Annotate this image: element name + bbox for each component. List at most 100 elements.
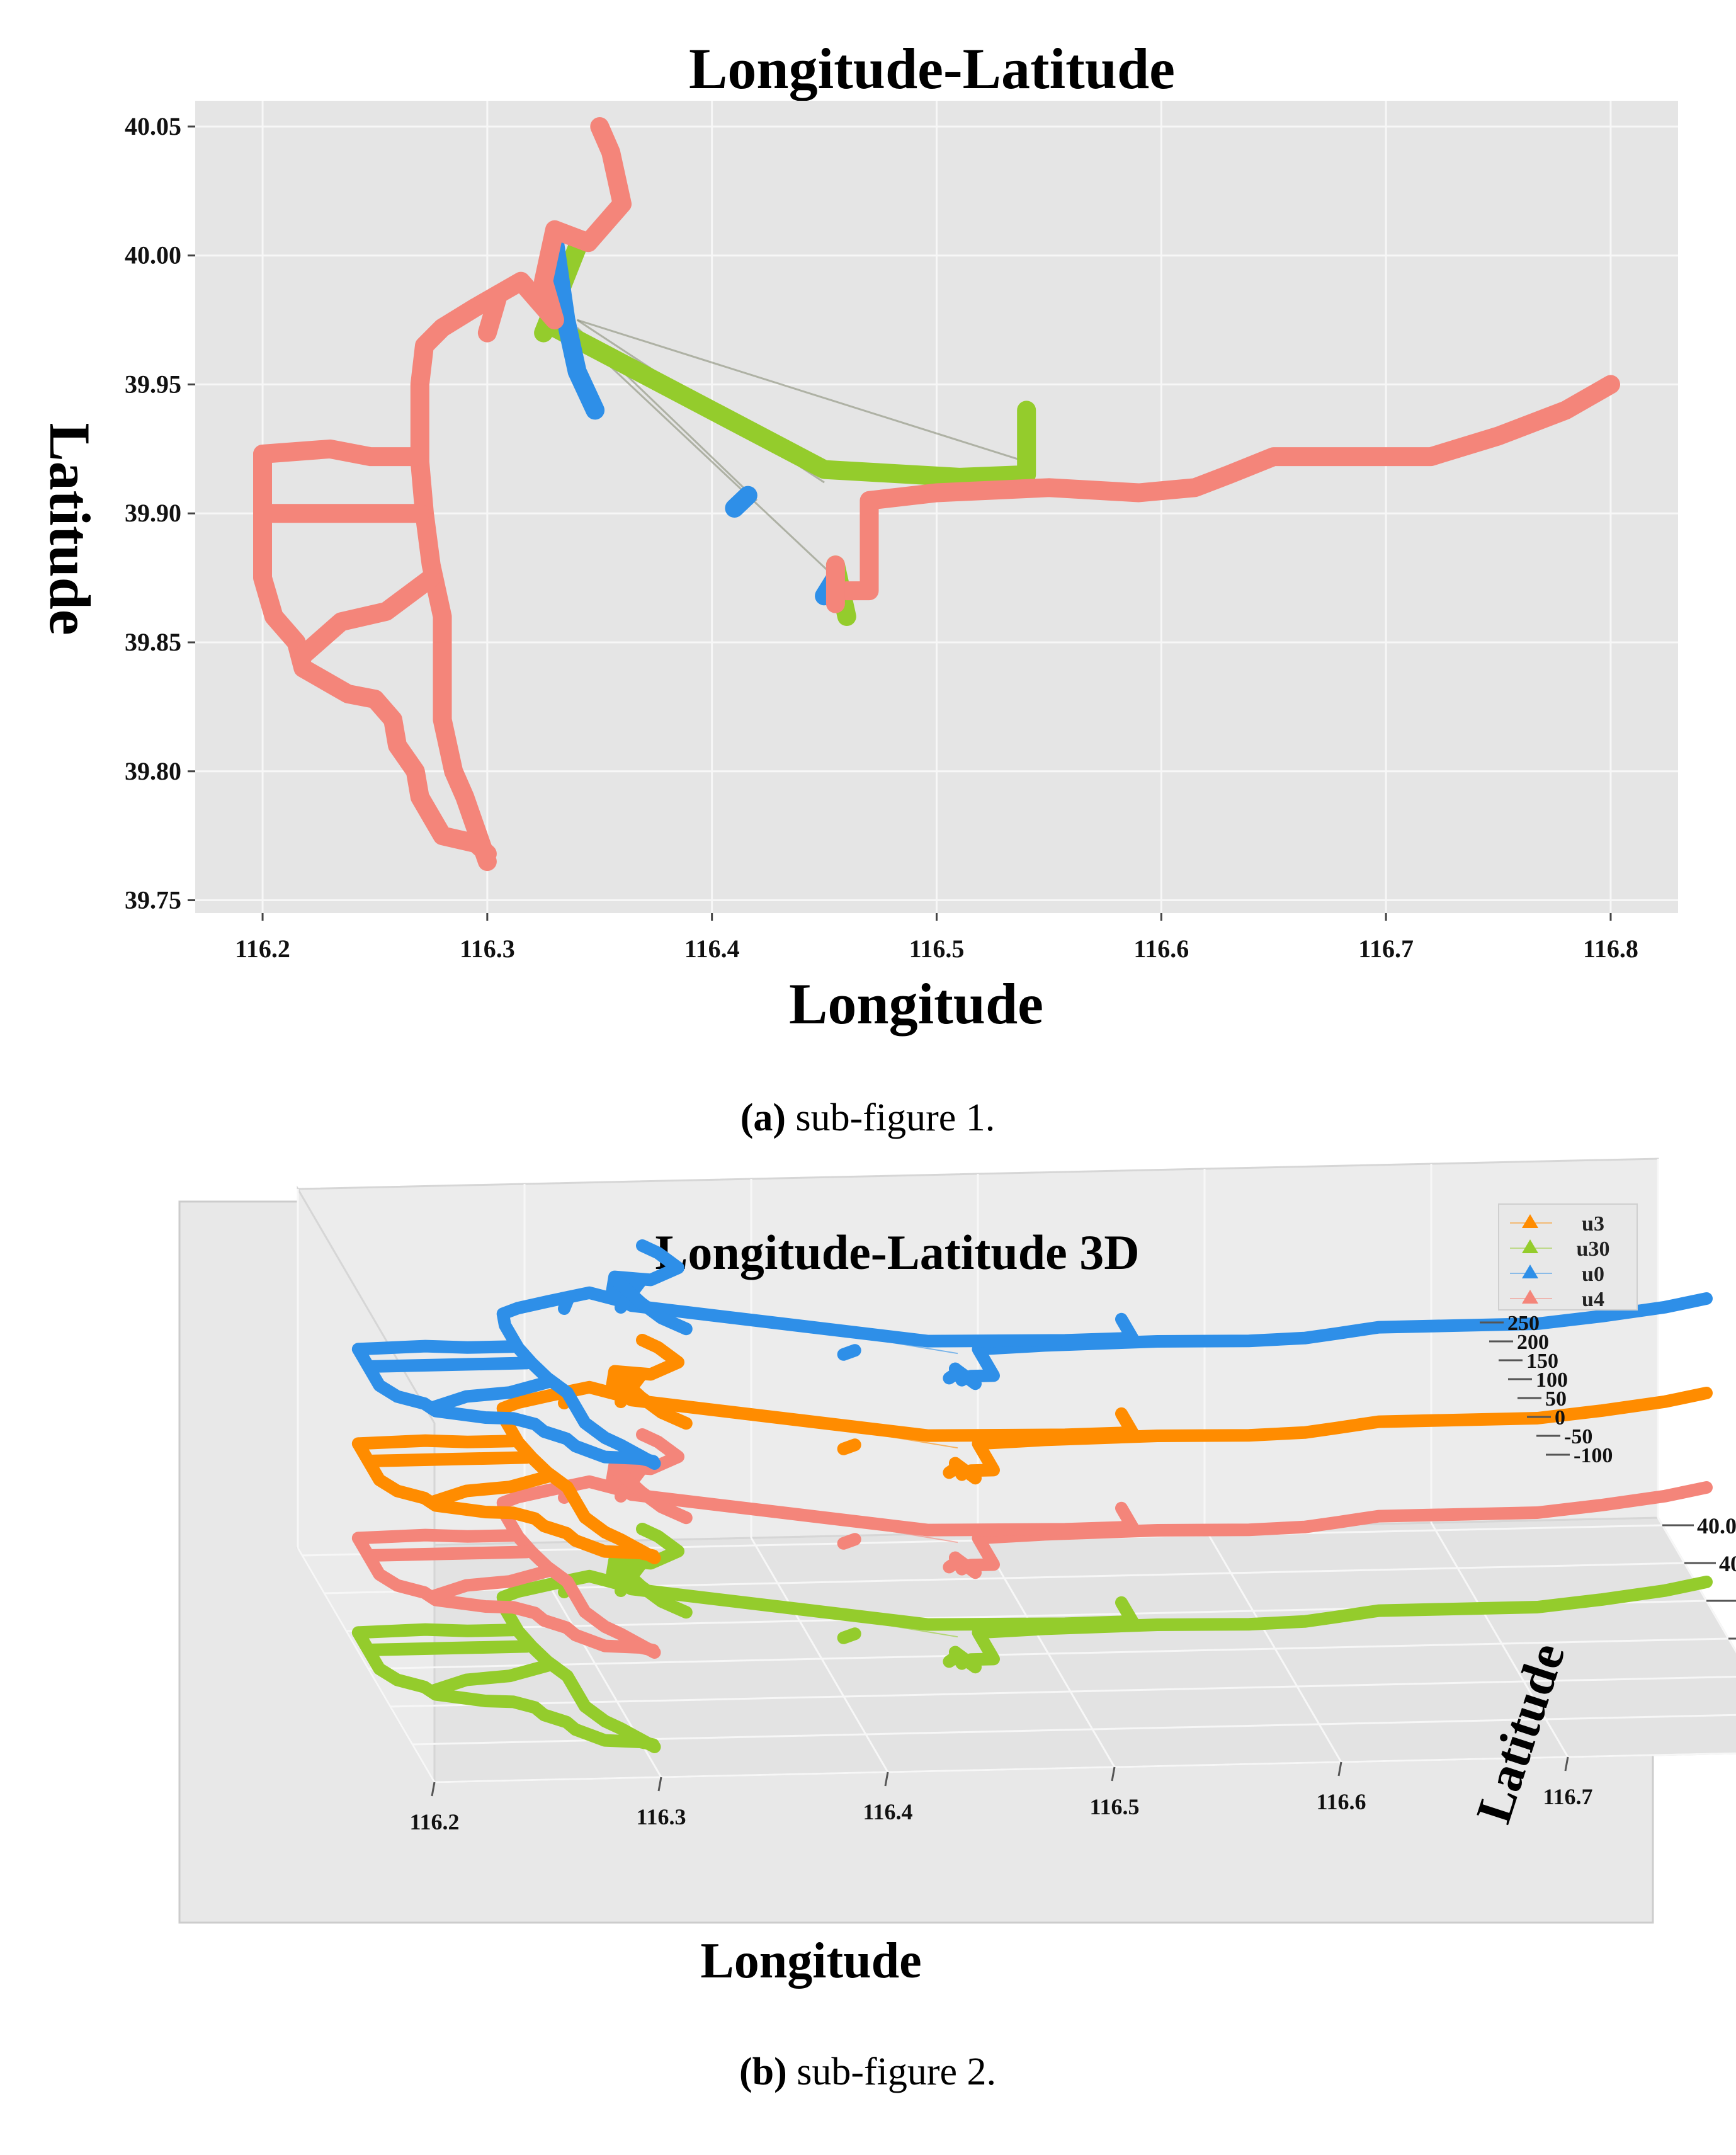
x-tick-mark xyxy=(657,1777,662,1792)
chart-b: Longitude-Latitude 3D 116.2 116.3 116.4 116… xyxy=(178,1157,1736,2093)
x-tick-mark xyxy=(884,1771,889,1787)
series-u30-3d-track xyxy=(427,1659,556,1697)
chart-a-caption-text: sub-figure 1. xyxy=(786,1096,995,1139)
chart-b-grid-line xyxy=(1657,1517,1736,1654)
x-tick-mark xyxy=(1337,1761,1342,1777)
series-u30-3d-track xyxy=(351,1626,660,1751)
series-u0-3d-track xyxy=(351,1339,519,1356)
z-tick-label: -100 xyxy=(1574,1444,1613,1467)
x-tick-mark xyxy=(1564,1756,1569,1771)
x-tick-label: 116.2 xyxy=(409,1809,459,1834)
series-u0-3d-track xyxy=(837,1344,861,1361)
legend-marker-u30 xyxy=(1522,1239,1538,1253)
y-tick-label: 40.00 xyxy=(1719,1551,1736,1576)
chart-a-ticks: 116.2 116.3 116.4 116.5 116.6 116.7 116.8 39.75… xyxy=(125,112,1638,963)
series-u3-3d xyxy=(351,1334,1713,1564)
series-u3-3d-track xyxy=(351,1434,519,1450)
y-tick-label: 40.05 xyxy=(125,112,181,140)
chart-b-grid-line xyxy=(297,1547,436,1783)
x-tick-mark xyxy=(431,1782,436,1797)
series-u3-3d-track xyxy=(837,1438,861,1455)
legend-box xyxy=(1498,1203,1638,1311)
x-tick-mark xyxy=(1111,1766,1116,1782)
x-tick-label: 116.6 xyxy=(1316,1789,1366,1814)
y-tick-label: 40.05 xyxy=(1697,1513,1736,1538)
x-tick-label: 116.3 xyxy=(460,935,515,963)
legend-label-u3: u3 xyxy=(1582,1212,1604,1236)
series-u3-3d-track xyxy=(351,1437,660,1562)
chart-b-grid-line xyxy=(368,1637,1729,1670)
series-u30-3d-track xyxy=(943,1649,964,1668)
series-u4-3d-track xyxy=(351,1528,519,1545)
series-u3-3d-track xyxy=(943,1460,964,1479)
z-tick-label: 50 xyxy=(1545,1387,1567,1411)
series-u4-3d xyxy=(351,1428,1713,1659)
series-u4-3d-track xyxy=(427,1564,556,1603)
chart-a-ylabel: Latitude xyxy=(38,423,102,635)
series-u4-3d-track xyxy=(625,1488,1139,1537)
series-u0-3d-track xyxy=(427,1375,556,1414)
series-u4-3d-track xyxy=(965,1481,1713,1572)
series-u0-track xyxy=(545,233,605,420)
chart-b-grid-line xyxy=(1430,1522,1569,1758)
legend-marker-u4 xyxy=(1522,1290,1538,1304)
chart-b-title: Longitude-Latitude 3D xyxy=(655,1225,1139,1280)
series-u30-3d-track xyxy=(965,1576,1713,1666)
chart-b-caption-text: sub-figure 2. xyxy=(787,2050,996,2093)
x-tick-label: 116.4 xyxy=(684,935,740,963)
series-u4-3d-track xyxy=(837,1533,861,1550)
z-tick-label: 0 xyxy=(1555,1406,1565,1430)
legend-marker-u3 xyxy=(1522,1214,1538,1228)
z-tick-label: -50 xyxy=(1564,1425,1592,1448)
series-u0-3d xyxy=(351,1239,1713,1470)
series-u3-3d-track xyxy=(427,1470,556,1508)
series-u3-3d-track xyxy=(965,1387,1713,1477)
y-tick-label: 39.75 xyxy=(125,886,181,914)
series-u0-3d-track xyxy=(943,1366,964,1385)
chart-a-caption-label: (a) xyxy=(740,1096,786,1139)
x-tick-label: 116.5 xyxy=(1089,1794,1139,1819)
series-u0-3d-track xyxy=(362,1356,533,1373)
chart-b-xlabel: Longitude xyxy=(700,1933,921,1989)
series-u0-3d-track xyxy=(965,1292,1713,1383)
y-tick-label: 39.80 xyxy=(125,757,181,785)
chart-b-series xyxy=(351,1239,1713,1753)
z-tick-label: 100 xyxy=(1536,1368,1568,1392)
y-tick-label: 39.85 xyxy=(125,628,181,656)
x-tick-label: 116.3 xyxy=(636,1804,686,1829)
chart-a-gridlines xyxy=(195,101,1678,913)
series-u0-3d-track xyxy=(351,1343,660,1468)
chart-b-grid-line xyxy=(977,1532,1116,1768)
series-u0-track xyxy=(725,486,757,518)
series-u3-3d-track xyxy=(625,1394,1139,1442)
x-tick-label: 116.8 xyxy=(1583,935,1638,963)
chart-b-caption: (b) sub-figure 2. xyxy=(739,2050,996,2093)
series-u3-3d-track xyxy=(610,1368,693,1430)
series-u30-3d-track xyxy=(837,1627,861,1644)
chart-b-caption-label: (b) xyxy=(739,2050,787,2093)
chart-a-xlabel: Longitude xyxy=(789,972,1043,1036)
series-u4-3d-track xyxy=(351,1532,660,1657)
y-tick-label: 39.95 xyxy=(125,370,181,398)
series-u30-3d-track xyxy=(610,1557,693,1619)
series-u4-3d-track xyxy=(362,1545,533,1562)
series-u4-3d-track xyxy=(610,1463,693,1525)
z-tick-label: 200 xyxy=(1517,1331,1549,1354)
chart-b-grid-line xyxy=(1203,1527,1342,1763)
series-u3-3d-track xyxy=(362,1451,533,1467)
series-u30-track xyxy=(545,318,1036,487)
x-tick-label: 116.7 xyxy=(1358,935,1414,963)
series-u4-3d-track xyxy=(943,1555,964,1574)
series-u4-track xyxy=(253,439,425,467)
x-tick-label: 116.2 xyxy=(235,935,290,963)
y-tick-label: 39.90 xyxy=(125,499,181,527)
chart-a: Longitude-Latitude 116.2 116.3 116.4 116.5 1… xyxy=(38,37,1678,1139)
series-u30-3d xyxy=(351,1523,1713,1753)
x-tick-label: 116.5 xyxy=(909,935,965,963)
chart-a-caption: (a) sub-figure 1. xyxy=(740,1096,996,1139)
series-u4-track xyxy=(410,117,632,872)
series-u4-track xyxy=(253,445,497,863)
